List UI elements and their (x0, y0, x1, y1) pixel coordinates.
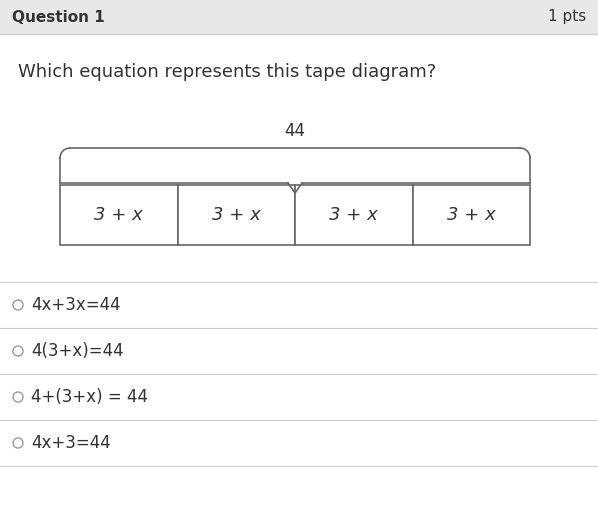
Text: Question 1: Question 1 (12, 10, 105, 24)
Text: 3 + x: 3 + x (94, 206, 143, 224)
Bar (0, 0, 598, 34)
Text: 3 + x: 3 + x (212, 206, 261, 224)
Text: 4x+3x=44: 4x+3x=44 (31, 296, 121, 314)
Text: 4x+3=44: 4x+3=44 (31, 434, 111, 452)
Text: 3 + x: 3 + x (329, 206, 378, 224)
Text: 4(3+x)=44: 4(3+x)=44 (31, 342, 124, 360)
Text: 4+(3+x) = 44: 4+(3+x) = 44 (31, 388, 148, 406)
Text: 44: 44 (285, 122, 306, 140)
Bar (295, 185, 413, 245)
Text: 3 + x: 3 + x (447, 206, 496, 224)
Text: 1 pts: 1 pts (548, 10, 586, 24)
Text: Which equation represents this tape diagram?: Which equation represents this tape diag… (18, 63, 437, 81)
Bar (60, 185, 178, 245)
Bar (178, 185, 295, 245)
Bar (413, 185, 530, 245)
